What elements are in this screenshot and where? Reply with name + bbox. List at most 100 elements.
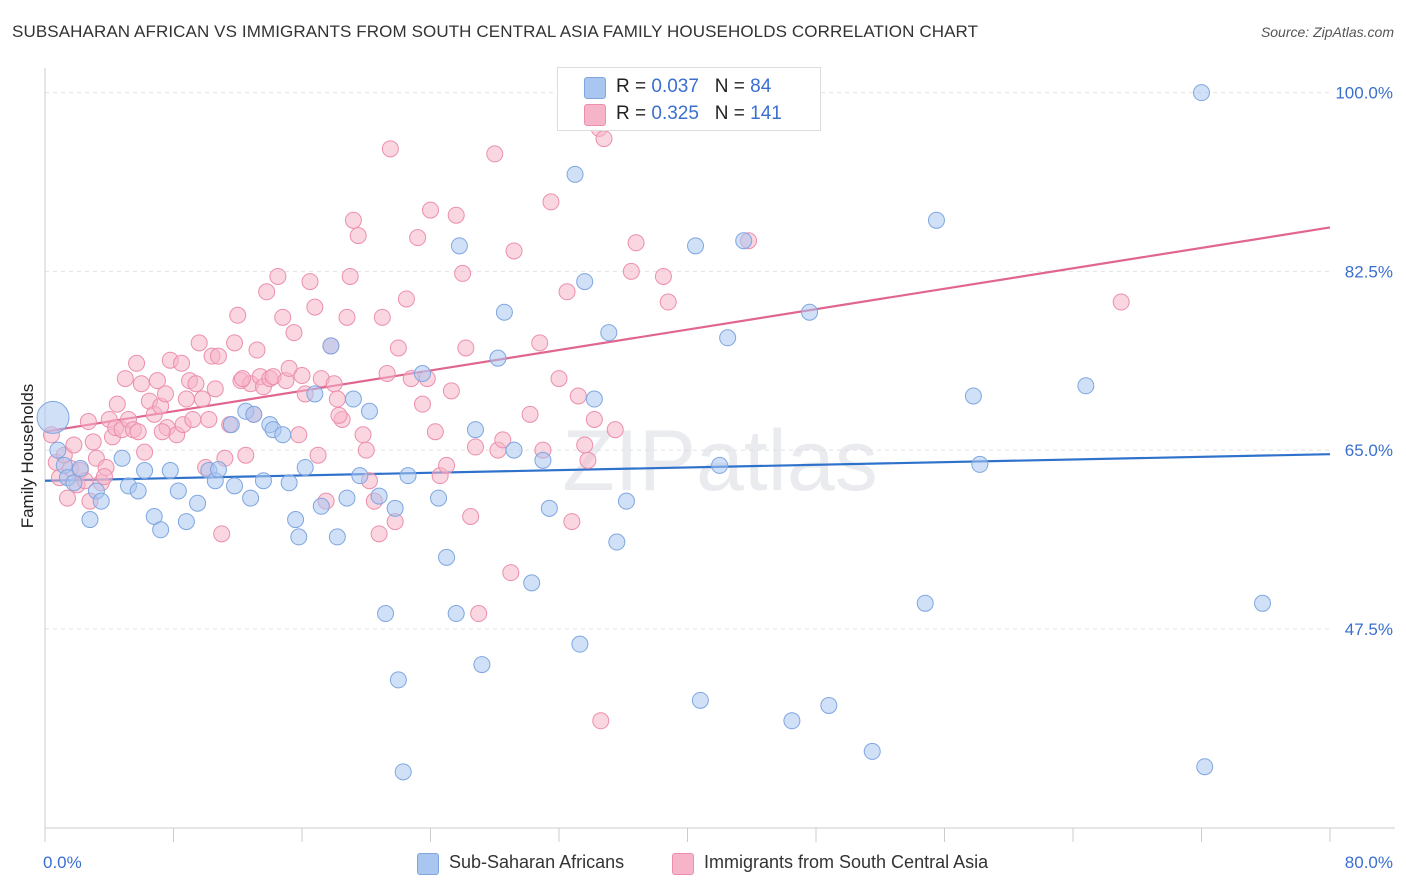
pink-point bbox=[285, 324, 303, 342]
blue-point bbox=[540, 499, 558, 517]
blue-point bbox=[209, 461, 227, 479]
pink-point bbox=[132, 375, 150, 393]
pink-point bbox=[592, 712, 610, 730]
pink-point bbox=[486, 145, 504, 163]
gridlines bbox=[45, 92, 1330, 630]
blue-point bbox=[534, 451, 552, 469]
pink-point bbox=[301, 273, 319, 291]
pink-point bbox=[457, 339, 475, 357]
pink-point bbox=[95, 468, 113, 486]
pink-point bbox=[654, 267, 672, 285]
pink-point bbox=[193, 390, 211, 408]
pink-point bbox=[248, 341, 266, 359]
pink-point bbox=[173, 354, 191, 372]
pink-point bbox=[153, 423, 171, 441]
legend-pink-n-label: N = bbox=[714, 103, 751, 124]
pink-point bbox=[373, 308, 391, 326]
pink-point bbox=[595, 130, 613, 148]
y-tick-label: 100.0% bbox=[1335, 84, 1393, 103]
blue-point bbox=[136, 462, 154, 480]
blue-point bbox=[245, 405, 263, 423]
blue-point bbox=[571, 635, 589, 653]
y-tick-label: 47.5% bbox=[1345, 620, 1393, 639]
pink-point bbox=[234, 370, 252, 388]
pink-point bbox=[579, 451, 597, 469]
blue-point bbox=[413, 365, 431, 383]
blue-point bbox=[466, 421, 484, 439]
pink-point bbox=[622, 262, 640, 280]
blue-point bbox=[322, 337, 340, 355]
blue-point bbox=[328, 528, 346, 546]
pink-legend-swatch bbox=[672, 853, 694, 875]
blue-point bbox=[161, 462, 179, 480]
pink-point bbox=[128, 354, 146, 372]
pink-point bbox=[148, 372, 166, 390]
blue-point bbox=[711, 456, 729, 474]
pink-point bbox=[116, 370, 134, 388]
blue-point bbox=[691, 691, 709, 709]
blue-point bbox=[916, 594, 934, 612]
pink-point bbox=[470, 605, 488, 623]
pink-point bbox=[550, 370, 568, 388]
pink-point bbox=[569, 387, 587, 405]
blue-point bbox=[344, 390, 362, 408]
axes bbox=[44, 68, 1395, 842]
legend-pink-n: 141 bbox=[750, 103, 782, 124]
blue-point bbox=[389, 671, 407, 689]
pink-point bbox=[58, 489, 76, 507]
pink-trend-line bbox=[44, 226, 1331, 433]
blue-point bbox=[820, 696, 838, 714]
pink-point bbox=[381, 140, 399, 158]
pink-point bbox=[438, 456, 456, 474]
blue-point bbox=[222, 416, 240, 434]
blue-point bbox=[306, 385, 324, 403]
blue-point bbox=[386, 499, 404, 517]
pink-point bbox=[338, 308, 356, 326]
legend-blue-r: 0.037 bbox=[651, 76, 699, 97]
pink-point bbox=[156, 385, 174, 403]
blue-point bbox=[505, 441, 523, 459]
y-tick-label: 82.5% bbox=[1345, 262, 1393, 281]
blue-point bbox=[399, 467, 417, 485]
pink-point bbox=[1112, 293, 1130, 311]
blue-point bbox=[430, 489, 448, 507]
blue-point bbox=[226, 477, 244, 495]
blue-point bbox=[242, 489, 260, 507]
blue-point bbox=[495, 303, 513, 321]
legend: R = 0.037 N = 84 R = 0.325 N = 141 bbox=[557, 67, 821, 131]
blue-point bbox=[169, 482, 187, 500]
blue-point bbox=[113, 449, 131, 467]
pink-point bbox=[129, 423, 147, 441]
blue-point bbox=[576, 273, 594, 291]
pink-point bbox=[187, 375, 205, 393]
pink-point bbox=[309, 446, 327, 464]
blue-point bbox=[801, 303, 819, 321]
blue-point bbox=[971, 455, 989, 473]
pink-point bbox=[422, 201, 439, 219]
blue-point bbox=[600, 324, 618, 342]
blue-point bbox=[735, 232, 753, 250]
pink-point bbox=[177, 390, 195, 408]
blue-point bbox=[473, 656, 491, 674]
blue-point bbox=[450, 237, 468, 255]
pink-point bbox=[258, 283, 276, 301]
pink-point bbox=[397, 290, 415, 308]
pink-point bbox=[426, 423, 444, 441]
blue-point bbox=[254, 472, 272, 490]
pink-point bbox=[341, 267, 359, 285]
pink-point bbox=[409, 229, 427, 247]
pink-point bbox=[349, 227, 367, 245]
blue-point bbox=[287, 511, 305, 529]
blue-point bbox=[489, 349, 507, 367]
pink-point bbox=[200, 410, 218, 428]
pink-point bbox=[466, 438, 484, 456]
pink-point bbox=[558, 283, 576, 301]
pink-point bbox=[659, 293, 677, 311]
pink-point bbox=[442, 382, 460, 400]
pink-legend-label: Immigrants from South Central Asia bbox=[704, 852, 989, 872]
pink-point bbox=[606, 421, 624, 439]
blue-point bbox=[296, 458, 314, 476]
blue-point bbox=[370, 487, 388, 505]
blue-legend-label: Sub-Saharan Africans bbox=[449, 852, 625, 872]
